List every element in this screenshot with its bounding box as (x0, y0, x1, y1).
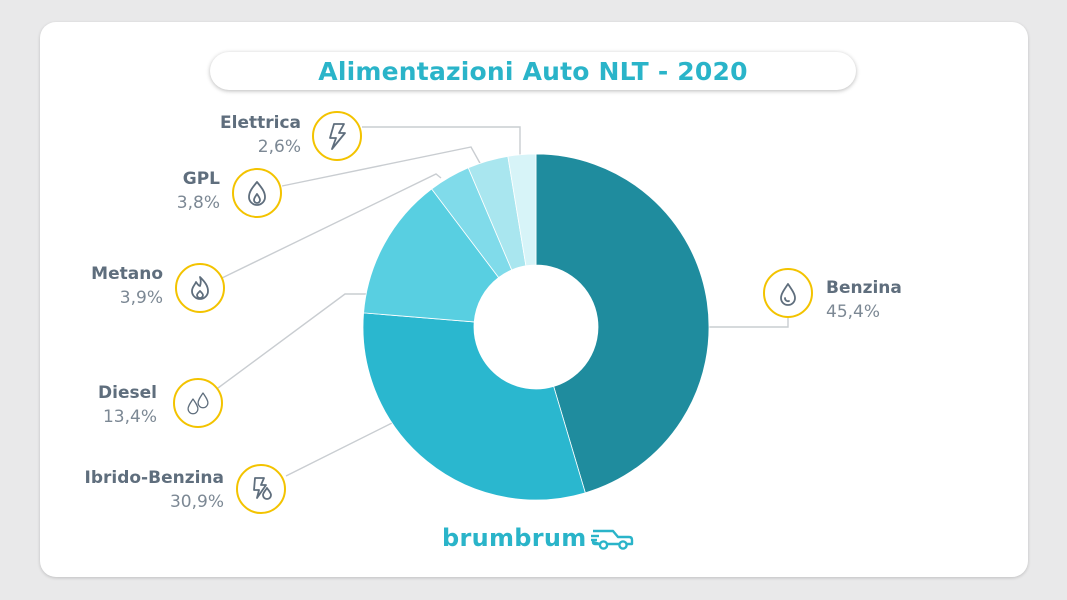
slice-label-ibrido-benzina: Ibrido-Benzina (85, 468, 225, 488)
chart-title: Alimentazioni Auto NLT - 2020 (210, 52, 856, 90)
slice-elettrica (507, 153, 537, 267)
slice-label-benzina: Benzina (826, 278, 902, 298)
diesel-drops-icon (187, 392, 209, 415)
leader-line-gpl (281, 146, 482, 187)
slice-value-metano: 3,9% (120, 288, 163, 308)
slice-benzina (535, 153, 710, 494)
hybrid-drop-bolt-icon (253, 477, 272, 500)
slice-label-metano: Metano (91, 264, 163, 284)
icon-ring (232, 168, 282, 218)
leader-line-benzina (709, 318, 789, 328)
slice-value-elettrica: 2,6% (258, 137, 301, 157)
slice-value-diesel: 13,4% (103, 407, 157, 427)
icon-badge-benzina (763, 268, 813, 318)
icon-badge-metano (175, 263, 225, 313)
flame-icon (191, 276, 209, 300)
lightning-icon (329, 123, 346, 150)
icon-ring (175, 263, 225, 313)
leader-line-diesel (217, 293, 366, 389)
leader-lines (217, 126, 789, 477)
donut-slices (362, 153, 710, 501)
slice-label-gpl: GPL (183, 169, 220, 189)
slice-value-benzina: 45,4% (826, 302, 880, 322)
icon-badge-ibrido-benzina (236, 464, 286, 514)
brand-logo: brumbrum (442, 524, 635, 552)
slice-value-gpl: 3,8% (177, 193, 220, 213)
slice-diesel (363, 188, 500, 323)
slice-label-diesel: Diesel (98, 383, 157, 403)
icon-ring (763, 268, 813, 318)
fuel-drop-icon (780, 283, 796, 306)
icon-badge-diesel (173, 378, 223, 428)
slice-label-elettrica: Elettrica (220, 113, 301, 133)
brand-name: brumbrum (442, 524, 587, 552)
slice-value-ibrido-benzina: 30,9% (170, 492, 224, 512)
leader-line-metano (221, 173, 442, 279)
slice-ibrido-benzina (362, 312, 586, 501)
icon-ring (236, 464, 286, 514)
leader-line-ibrido-benzina (285, 422, 393, 477)
car-icon (590, 529, 633, 550)
leader-line-elettrica (362, 126, 521, 157)
icon-badge-gpl (232, 168, 282, 218)
icon-ring (312, 111, 362, 161)
icon-badge-elettrica (312, 111, 362, 161)
gas-flame-drop-icon (248, 181, 266, 206)
